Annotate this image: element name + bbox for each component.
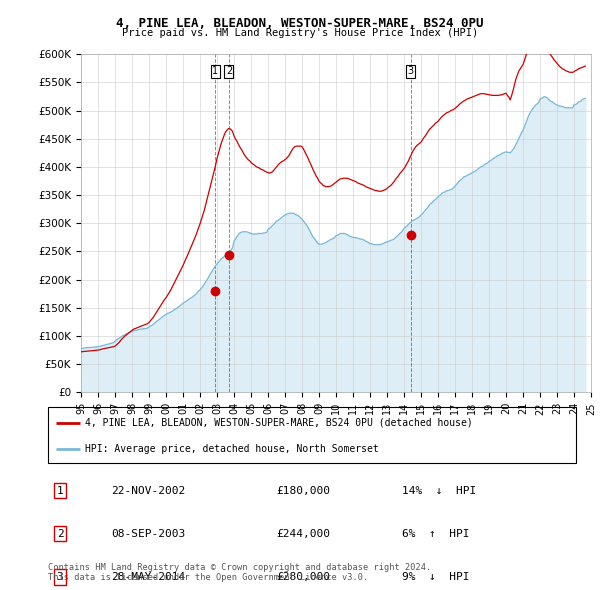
Text: Price paid vs. HM Land Registry's House Price Index (HPI): Price paid vs. HM Land Registry's House … [122, 28, 478, 38]
Text: 3: 3 [56, 572, 64, 582]
Text: 1: 1 [212, 66, 218, 76]
Text: 1: 1 [56, 486, 64, 496]
Text: 22-NOV-2002: 22-NOV-2002 [111, 486, 185, 496]
Text: 3: 3 [408, 66, 414, 76]
Text: 9%  ↓  HPI: 9% ↓ HPI [402, 572, 470, 582]
Text: 2: 2 [56, 529, 64, 539]
Text: 6%  ↑  HPI: 6% ↑ HPI [402, 529, 470, 539]
Text: 4, PINE LEA, BLEADON, WESTON-SUPER-MARE, BS24 0PU: 4, PINE LEA, BLEADON, WESTON-SUPER-MARE,… [116, 17, 484, 30]
Text: HPI: Average price, detached house, North Somerset: HPI: Average price, detached house, Nort… [85, 444, 379, 454]
Text: £244,000: £244,000 [276, 529, 330, 539]
Text: 14%  ↓  HPI: 14% ↓ HPI [402, 486, 476, 496]
Text: Contains HM Land Registry data © Crown copyright and database right 2024.
This d: Contains HM Land Registry data © Crown c… [48, 563, 431, 582]
Text: 28-MAY-2014: 28-MAY-2014 [111, 572, 185, 582]
Text: 2: 2 [226, 66, 232, 76]
Text: 08-SEP-2003: 08-SEP-2003 [111, 529, 185, 539]
Text: £180,000: £180,000 [276, 486, 330, 496]
Text: 4, PINE LEA, BLEADON, WESTON-SUPER-MARE, BS24 0PU (detached house): 4, PINE LEA, BLEADON, WESTON-SUPER-MARE,… [85, 418, 473, 428]
Text: £280,000: £280,000 [276, 572, 330, 582]
